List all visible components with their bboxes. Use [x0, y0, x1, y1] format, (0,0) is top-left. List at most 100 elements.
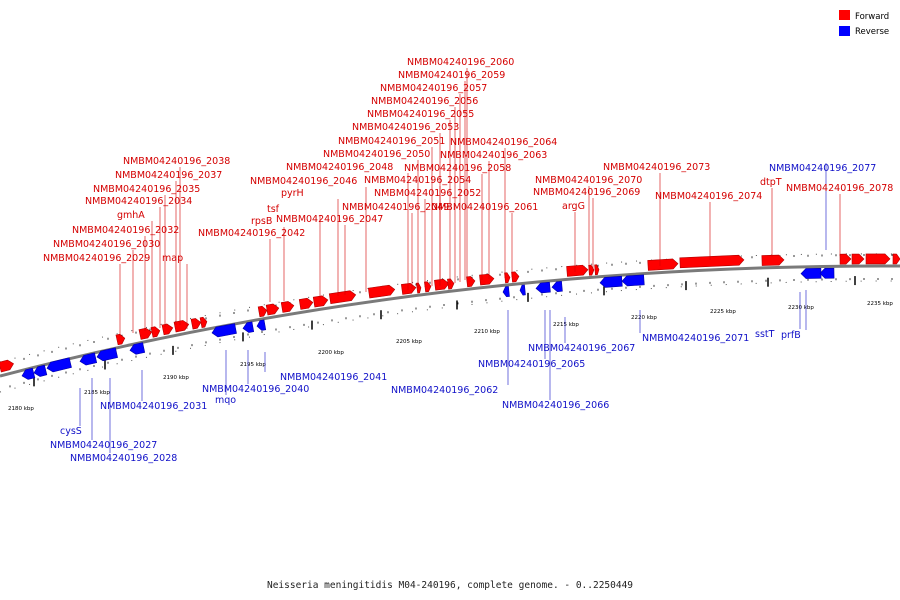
forward-gene — [647, 258, 679, 271]
forward-gene-label: tsf — [267, 204, 280, 215]
forward-gene-label: map — [162, 253, 183, 264]
reverse-gene — [256, 319, 267, 331]
reverse-gene-label: NMBM04240196_2040 — [202, 384, 309, 395]
forward-gene — [761, 254, 785, 266]
scale-label: 2225 kbp — [710, 309, 736, 315]
forward-gene-label: NMBM04240196_2073 — [603, 162, 710, 173]
reverse-gene — [819, 267, 835, 279]
forward-gene — [424, 281, 432, 293]
scale-label: 2205 kbp — [396, 339, 422, 345]
forward-gene-label: rpsB — [251, 216, 272, 227]
scale-label: 2180 kbp — [8, 406, 34, 412]
forward-gene-label: pyrH — [281, 188, 304, 199]
scale-label: 2235 kbp — [867, 301, 893, 307]
forward-gene-label: NMBM04240196_2055 — [367, 109, 474, 120]
scale-label: 2220 kbp — [631, 315, 657, 321]
reverse-gene — [599, 275, 623, 288]
reverse-gene — [211, 323, 237, 338]
forward-gene-label: NMBM04240196_2056 — [371, 96, 478, 107]
label-leader-lines — [79, 68, 841, 453]
forward-gene — [0, 359, 14, 373]
reverse-gene-label: NMBM04240196_2077 — [769, 163, 876, 174]
forward-gene-label: NMBM04240196_2030 — [53, 239, 160, 250]
gene-labels: NMBM04240196_2060 NMBM04240196_2059 NMBM04… — [43, 57, 893, 464]
forward-gene — [511, 271, 520, 283]
reverse-gene — [621, 274, 645, 287]
reverse-gene-label: mqo — [215, 395, 236, 406]
forward-gene-label: NMBM04240196_2042 — [198, 228, 305, 239]
forward-gene — [312, 295, 329, 308]
forward-gene-label: NMBM04240196_2046 — [250, 176, 357, 187]
forward-gene-label: dtpT — [760, 177, 782, 188]
legend-reverse-label: Reverse — [855, 27, 889, 37]
forward-gene — [401, 282, 417, 295]
reverse-gene-label: NMBM04240196_2028 — [70, 453, 177, 464]
reverse-gene — [21, 367, 36, 380]
forward-gene-label: NMBM04240196_2032 — [72, 225, 179, 236]
forward-gene-label: NMBM04240196_2052 — [374, 188, 481, 199]
forward-gene — [447, 278, 455, 290]
forward-gene — [280, 301, 295, 313]
forward-gene-label: gmhA — [117, 210, 145, 221]
forward-gene — [265, 303, 280, 316]
forward-gene-label: NMBM04240196_2074 — [655, 191, 762, 202]
reverse-gene — [519, 284, 526, 296]
forward-gene — [367, 284, 396, 299]
forward-gene-label: NMBM04240196_2054 — [364, 175, 471, 186]
reverse-gene — [535, 281, 551, 294]
scale-labels: 2180 kbp 2185 kbp 2190 kbp 2195 kbp 2200 kbp… — [8, 301, 893, 412]
forward-gene — [138, 327, 153, 340]
scale-label: 2230 kbp — [788, 305, 814, 311]
reverse-gene-label: NMBM04240196_2066 — [502, 400, 609, 411]
reverse-gene — [33, 364, 48, 377]
forward-gene — [173, 320, 190, 333]
forward-gene-label: NMBM04240196_2049 — [342, 202, 449, 213]
forward-gene-label: NMBM04240196_2050 — [323, 149, 430, 160]
forward-gene — [190, 318, 202, 330]
forward-gene — [298, 297, 314, 310]
reverse-gene-label: cysS — [60, 426, 82, 437]
reverse-gene-label: prfB — [781, 330, 801, 341]
forward-gene — [479, 273, 495, 286]
forward-gene-label: NMBM04240196_2038 — [123, 156, 230, 167]
forward-gene-label: NMBM04240196_2058 — [404, 163, 511, 174]
legend-forward-swatch — [839, 10, 850, 20]
map-caption: Neisseria meningitidis M04-240196, compl… — [267, 580, 633, 591]
forward-gene-label: NMBM04240196_2048 — [286, 162, 393, 173]
forward-gene-label: NMBM04240196_2047 — [276, 214, 383, 225]
forward-gene — [892, 253, 900, 265]
forward-gene — [328, 290, 357, 305]
forward-gene — [434, 278, 450, 291]
scale-label: 2195 kbp — [240, 362, 266, 368]
legend-reverse-swatch — [839, 26, 850, 36]
legend-forward-label: Forward — [855, 12, 889, 22]
scale-label: 2185 kbp — [84, 390, 110, 396]
reverse-gene — [242, 321, 255, 333]
reverse-gene — [551, 280, 563, 293]
reverse-gene-label: NMBM04240196_2071 — [642, 333, 749, 344]
forward-gene-label: NMBM04240196_2069 — [533, 187, 640, 198]
forward-gene-label: NMBM04240196_2061 — [431, 202, 538, 213]
forward-gene — [839, 253, 852, 265]
reverse-gene-label: NMBM04240196_2067 — [528, 343, 635, 354]
reverse-gene-label: NMBM04240196_2027 — [50, 440, 157, 451]
forward-gene-label: NMBM04240196_2063 — [440, 150, 547, 161]
reverse-gene — [800, 267, 822, 279]
reverse-gene — [502, 286, 510, 298]
forward-gene-label: NMBM04240196_2051 — [338, 136, 445, 147]
forward-gene-label: NMBM04240196_2078 — [786, 183, 893, 194]
legend: Forward Reverse — [839, 10, 889, 37]
scale-label: 2200 kbp — [318, 350, 344, 356]
forward-gene — [679, 254, 745, 269]
forward-gene — [504, 272, 511, 284]
forward-gene — [851, 253, 865, 265]
reverse-gene-label: NMBM04240196_2031 — [100, 401, 207, 412]
reverse-gene — [96, 347, 118, 362]
forward-gene — [588, 264, 595, 276]
forward-gene-label: NMBM04240196_2057 — [380, 83, 487, 94]
forward-gene — [150, 326, 161, 338]
forward-gene — [161, 323, 174, 336]
reverse-gene-label: NMBM04240196_2062 — [391, 385, 498, 396]
forward-gene — [594, 264, 600, 276]
forward-gene-label: argG — [562, 201, 585, 212]
